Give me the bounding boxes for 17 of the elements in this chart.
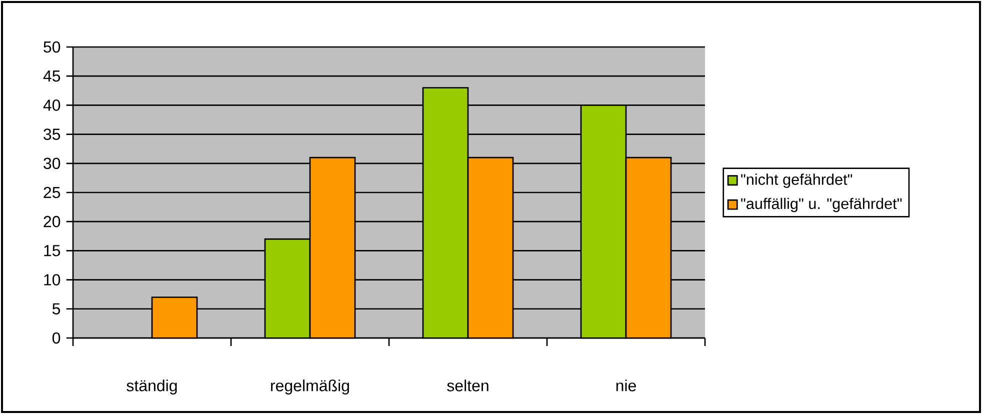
y-tick-label: 5 <box>52 303 60 314</box>
y-tick-label: 30 <box>44 158 60 170</box>
y-tick-label: 25 <box>44 186 60 198</box>
x-tick-label: regelmäßig <box>271 380 349 395</box>
x-tick-label: selten <box>447 380 488 392</box>
x-tick-label: nie <box>616 380 636 392</box>
y-tick-label: 50 <box>44 41 60 53</box>
y-tick-label: 35 <box>44 128 60 140</box>
y-tick-label: 15 <box>44 245 60 256</box>
y-tick-label: 20 <box>44 216 60 228</box>
y-tick-label: 0 <box>52 332 60 344</box>
y-tick-label: 10 <box>44 274 60 286</box>
legend-label: "nicht gefährdet" <box>741 174 852 188</box>
x-tick-label: ständig <box>126 380 177 395</box>
legend-label: "auffällig" u. "gefährdet" <box>741 198 902 212</box>
y-tick-label: 45 <box>43 70 60 82</box>
y-tick-label: 40 <box>43 100 60 111</box>
